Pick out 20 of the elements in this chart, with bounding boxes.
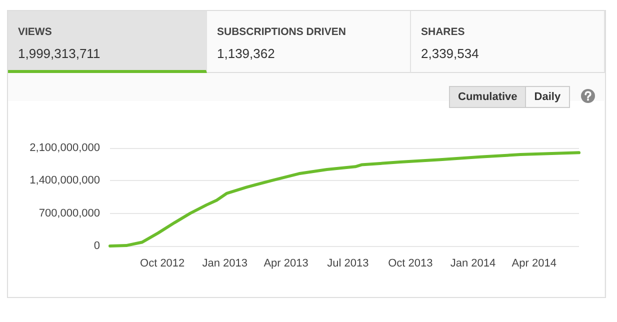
x-tick-label: Oct 2012: [140, 258, 185, 270]
text: Daily: [526, 87, 569, 107]
x-tick-label: Apr 2014: [512, 258, 556, 270]
text: SHARES: [421, 26, 465, 38]
text: SUBSCRIPTIONS DRIVEN: [217, 26, 346, 38]
x-tick-label: Apr 2013: [264, 258, 308, 270]
y-tick-label: 700,000,000: [38, 207, 100, 220]
x-tick-label: Jan 2013: [202, 258, 248, 270]
text: VIEWS: [18, 26, 52, 38]
text: 2,339,534: [421, 46, 479, 61]
y-tick-label: 2,100,000,000: [30, 142, 100, 154]
text: 1,139,362: [217, 46, 275, 61]
y-tick-label: 0: [94, 240, 100, 252]
x-tick-label: Jul 2013: [327, 258, 369, 270]
y-tick-label: 1,400,000,000: [30, 174, 100, 187]
line-series: [108, 151, 580, 248]
text: Cumulative: [450, 87, 526, 107]
text: 1,999,313,711: [18, 46, 100, 61]
x-tick-label: Oct 2013: [388, 258, 433, 270]
x-tick-label: Jan 2014: [450, 258, 496, 270]
